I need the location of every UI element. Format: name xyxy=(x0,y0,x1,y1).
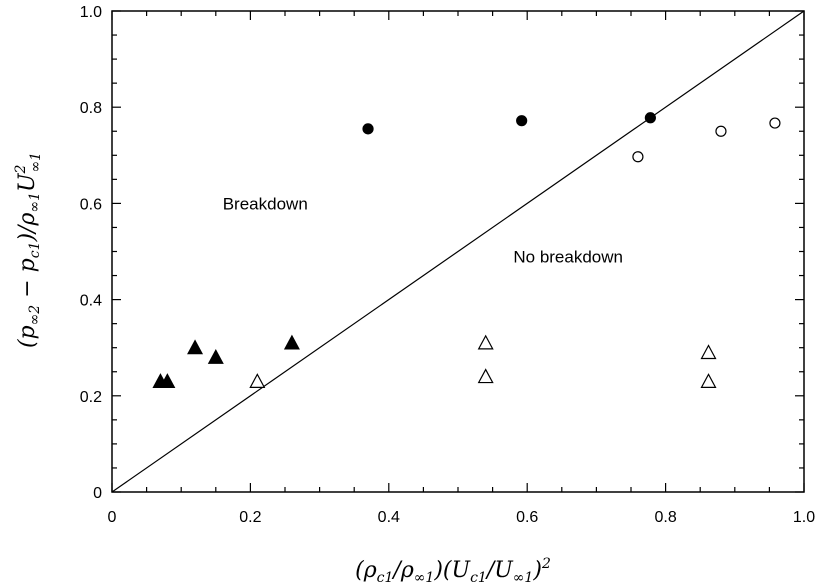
x-tick-label: 0.6 xyxy=(516,509,538,526)
y-tick-labels: 0 0.2 0.4 0.6 0.8 1.0 xyxy=(80,4,102,502)
open-triangle-point xyxy=(700,344,717,360)
open-triangle-point xyxy=(477,368,494,384)
filled-triangle-point xyxy=(159,373,176,388)
filled-triangle-point xyxy=(283,334,300,350)
filled-triangle-point xyxy=(187,339,204,355)
region-label: No breakdown xyxy=(513,247,623,266)
y-tick-label: 0.2 xyxy=(80,389,102,406)
filled-circle-point xyxy=(644,112,656,124)
y-tick-label: 0.8 xyxy=(80,100,102,117)
x-tick-label: 1.0 xyxy=(793,509,815,526)
plot-frame xyxy=(111,10,805,493)
open-circle-point xyxy=(632,151,644,163)
y-tick-label: 0 xyxy=(93,485,102,502)
x-tick-label: 0.2 xyxy=(239,509,261,526)
filled-circle-point xyxy=(362,123,374,135)
open-circle-point xyxy=(769,117,781,129)
open-circle-point xyxy=(715,125,727,137)
region-label: Breakdown xyxy=(223,194,308,213)
open-triangle-point xyxy=(249,373,266,388)
diagonal-reference-line xyxy=(111,10,805,493)
region-annotations: Breakdown No breakdown xyxy=(223,194,623,266)
y-axis-label: (p∞2 − pc1)/ρ∞1U2∞1 xyxy=(13,152,44,348)
data-points xyxy=(152,112,781,388)
y-tick-label: 0.6 xyxy=(80,196,102,213)
x-tick-label: 0 xyxy=(108,509,117,526)
x-tick-labels: 0 0.2 0.4 0.6 0.8 1.0 xyxy=(108,509,816,526)
y-tick-label: 1.0 xyxy=(80,4,102,21)
filled-circle-point xyxy=(516,115,528,127)
x-tick-label: 0.4 xyxy=(378,509,400,526)
x-axis-label: (ρc1/ρ∞1)(Uc1/U∞1)2 xyxy=(355,556,551,586)
open-triangle-point xyxy=(700,373,717,388)
y-tick-label: 0.4 xyxy=(80,293,102,310)
filled-triangle-point xyxy=(207,349,224,364)
x-tick-label: 0.8 xyxy=(654,509,676,526)
open-triangle-point xyxy=(477,334,494,350)
